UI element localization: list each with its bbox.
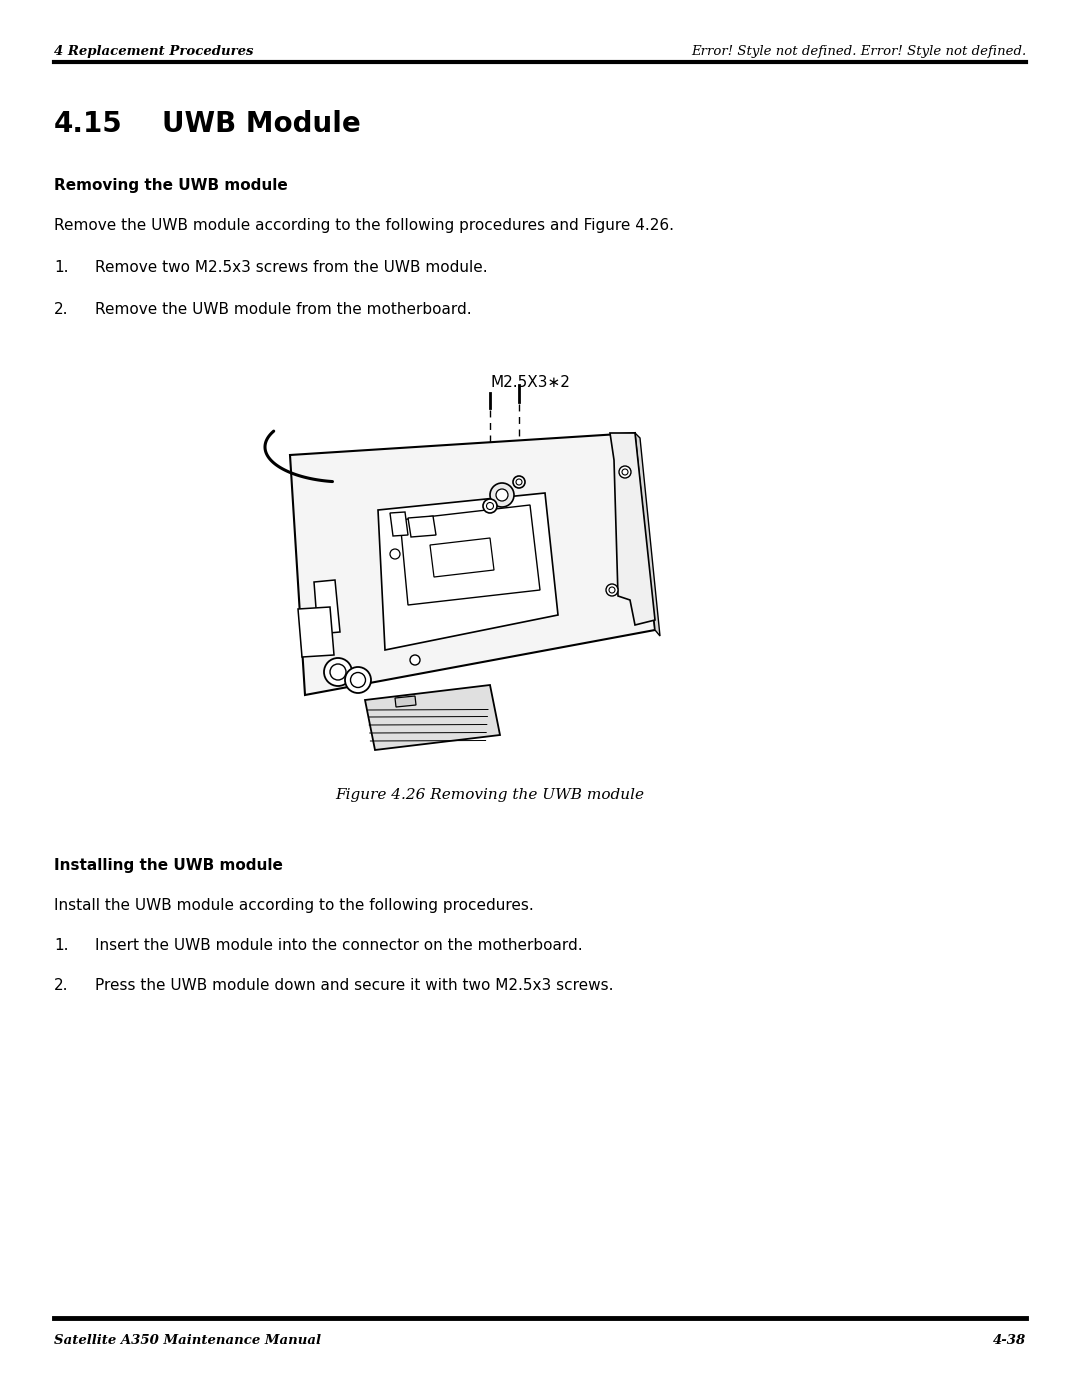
Circle shape: [483, 499, 497, 513]
Circle shape: [330, 664, 346, 680]
Text: Remove the UWB module according to the following procedures and Figure 4.26.: Remove the UWB module according to the f…: [54, 218, 674, 233]
Text: Remove two M2.5x3 screws from the UWB module.: Remove two M2.5x3 screws from the UWB mo…: [95, 260, 488, 275]
Text: Press the UWB module down and secure it with two M2.5x3 screws.: Press the UWB module down and secure it …: [95, 978, 613, 993]
Text: Error! Style not defined. Error! Style not defined.: Error! Style not defined. Error! Style n…: [691, 45, 1026, 59]
Text: 2.: 2.: [54, 978, 68, 993]
Circle shape: [516, 479, 522, 485]
Polygon shape: [365, 685, 500, 750]
Text: Satellite A350 Maintenance Manual: Satellite A350 Maintenance Manual: [54, 1334, 321, 1347]
Text: Remove the UWB module from the motherboard.: Remove the UWB module from the motherboa…: [95, 302, 472, 317]
Text: 4.15: 4.15: [54, 110, 123, 138]
Text: 4-38: 4-38: [993, 1334, 1026, 1347]
Circle shape: [606, 584, 618, 597]
Circle shape: [609, 587, 615, 592]
Text: Insert the UWB module into the connector on the motherboard.: Insert the UWB module into the connector…: [95, 937, 582, 953]
Polygon shape: [635, 433, 660, 636]
Text: Installing the UWB module: Installing the UWB module: [54, 858, 283, 873]
Polygon shape: [298, 608, 334, 657]
Circle shape: [345, 666, 372, 693]
Polygon shape: [291, 433, 654, 694]
Polygon shape: [400, 504, 540, 605]
Polygon shape: [378, 493, 558, 650]
Polygon shape: [395, 696, 416, 707]
Text: M2.5X3∗2: M2.5X3∗2: [490, 374, 570, 390]
Text: UWB Module: UWB Module: [162, 110, 361, 138]
Circle shape: [351, 672, 365, 687]
Text: 2.: 2.: [54, 302, 68, 317]
Polygon shape: [430, 538, 494, 577]
Text: 4 Replacement Procedures: 4 Replacement Procedures: [54, 45, 254, 59]
Text: Figure 4.26 Removing the UWB module: Figure 4.26 Removing the UWB module: [336, 788, 645, 802]
Polygon shape: [314, 580, 340, 634]
Text: 1.: 1.: [54, 937, 68, 953]
Circle shape: [496, 489, 508, 502]
Circle shape: [324, 658, 352, 686]
Polygon shape: [408, 515, 436, 536]
Text: Install the UWB module according to the following procedures.: Install the UWB module according to the …: [54, 898, 534, 914]
Text: 1.: 1.: [54, 260, 68, 275]
Circle shape: [490, 483, 514, 507]
Circle shape: [390, 549, 400, 559]
Circle shape: [622, 469, 627, 475]
Circle shape: [619, 467, 631, 478]
Circle shape: [513, 476, 525, 488]
Polygon shape: [610, 433, 654, 624]
Polygon shape: [390, 511, 408, 536]
Text: Removing the UWB module: Removing the UWB module: [54, 177, 287, 193]
Circle shape: [410, 655, 420, 665]
Circle shape: [486, 503, 494, 510]
